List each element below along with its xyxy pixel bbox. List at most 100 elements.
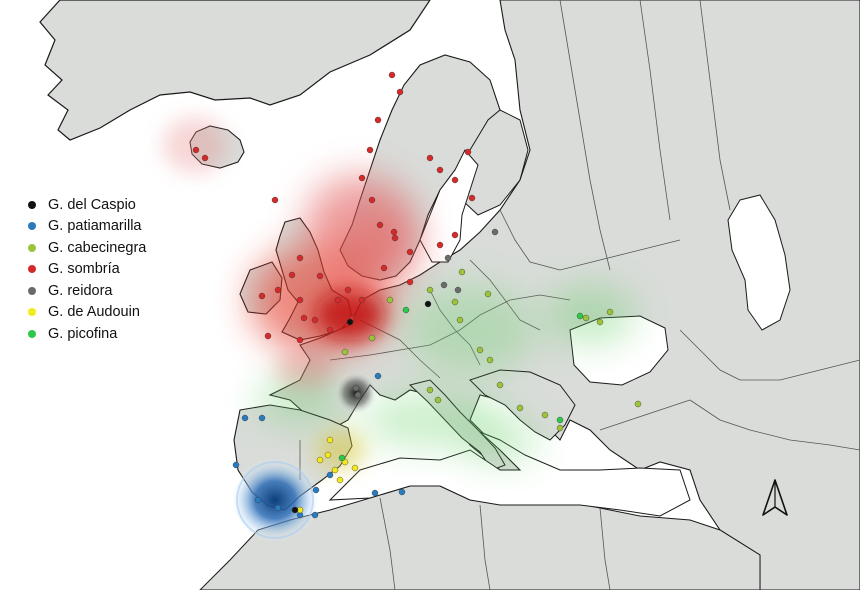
observation-point [241,414,249,422]
observation-point [476,346,484,354]
observation-point [326,436,334,444]
observation-point [368,334,376,342]
north-arrow-icon [762,479,788,516]
observation-point [334,296,342,304]
observation-point [331,466,339,474]
observation-point [440,281,448,289]
observation-point [344,286,352,294]
observation-point [388,71,396,79]
observation-point [296,336,304,344]
legend-item: G. del Caspio [28,194,146,216]
observation-point [426,286,434,294]
observation-point [406,278,414,286]
observation-point [434,396,442,404]
legend: G. del Caspio G. patiamarilla G. cabecineg… [28,194,146,345]
observation-point [516,404,524,412]
legend-marker-icon [28,222,36,231]
legend-marker-icon [28,308,36,317]
observation-point [311,511,319,519]
observation-point [352,384,360,392]
observation-point [491,228,499,236]
legend-item: G. picofina [28,323,146,345]
observation-point [496,381,504,389]
observation-point [192,146,200,154]
legend-label: G. picofina [48,325,118,342]
legend-label: G. reidora [48,282,113,299]
observation-point [576,312,584,320]
legend-marker-icon [28,329,36,338]
observation-point [556,416,564,424]
observation-point [371,489,379,497]
observation-point [316,272,324,280]
observation-point [582,314,590,322]
observation-point [380,264,388,272]
observation-point [486,356,494,364]
observation-point [274,504,282,512]
observation-point [232,461,240,469]
legend-label: G. sombría [48,261,120,278]
observation-point [296,254,304,262]
observation-point [288,271,296,279]
observation-point [258,292,266,300]
observation-point [596,318,604,326]
legend-item: G. patiamarilla [28,216,146,238]
observation-point [274,286,282,294]
observation-point [426,154,434,162]
observation-point [291,506,299,514]
observation-point [444,254,452,262]
greenland-landmass [39,0,431,141]
observation-point [324,451,332,459]
legend-marker-icon [28,265,36,274]
legend-item: G. reidora [28,280,146,302]
legend-label: G. del Caspio [48,196,136,213]
observation-point [426,386,434,394]
observation-point [386,296,394,304]
legend-item: G. sombría [28,259,146,281]
observation-point [336,476,344,484]
observation-point [556,424,564,432]
observation-point [368,196,376,204]
observation-point [326,326,334,334]
observation-point [316,456,324,464]
observation-point [402,306,410,314]
observation-point [606,308,614,316]
observation-point [484,290,492,298]
legend-marker-icon [28,243,36,252]
observation-point [391,234,399,242]
observation-point [454,286,462,294]
observation-point [541,411,549,419]
observation-point [354,391,362,399]
legend-marker-icon [28,286,36,295]
observation-point [406,248,414,256]
observation-point [456,316,464,324]
observation-point [346,318,354,326]
observation-point [424,300,432,308]
legend-label: G. patiamarilla [48,218,142,235]
observation-point [338,454,346,462]
observation-point [458,268,466,276]
heatmap-layer [163,117,635,542]
observation-point [326,471,334,479]
observation-point [398,488,406,496]
observation-point [366,146,374,154]
observation-point [264,332,272,340]
observation-point [351,464,359,472]
observation-point [311,316,319,324]
legend-marker-icon [28,200,36,209]
observation-point [258,414,266,422]
observation-point [296,296,304,304]
observation-point [436,166,444,174]
legend-item: G. de Audouin [28,302,146,324]
observation-point [358,296,366,304]
legend-item: G. cabecinegra [28,237,146,259]
observation-point [358,174,366,182]
balkans-landmass [469,369,576,441]
observation-point [451,176,459,184]
observation-point [374,372,382,380]
observation-point [254,496,262,504]
baltic-sea [419,149,479,263]
observation-point [201,154,209,162]
observation-point [271,196,279,204]
observation-points [192,71,642,519]
